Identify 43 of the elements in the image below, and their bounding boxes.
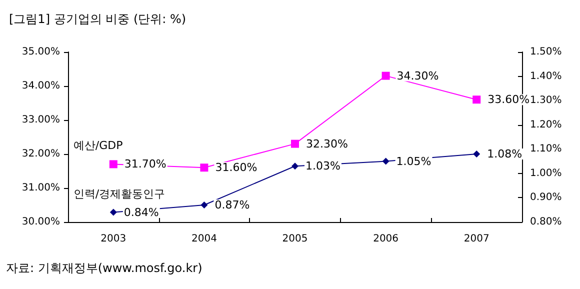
point: [473, 150, 480, 158]
data-label: 31.60%: [215, 161, 258, 174]
point: [109, 160, 118, 168]
text: 자료: 기획재정부(www.mosf.go.kr): [6, 261, 202, 275]
point: [472, 96, 481, 104]
point: [200, 164, 208, 172]
y2-tick-label: 1.00%: [530, 168, 562, 179]
point: [382, 72, 390, 80]
y-tick-label: 34.00%: [22, 80, 60, 92]
data-label: 31.70%: [124, 158, 166, 171]
x-tick-label: 2007: [464, 234, 490, 244]
x-tick-label: 2004: [191, 234, 217, 244]
x-tick-label: 2005: [282, 234, 308, 244]
data-label: 1.08%: [487, 148, 522, 160]
data-label: 1.03%: [306, 160, 340, 173]
point: [382, 158, 390, 165]
y-tick-label: 32.00%: [22, 148, 60, 160]
series-label: 예산/GDP: [73, 139, 124, 152]
y2-tick-label: 1.10%: [530, 144, 562, 155]
y2-tick-label: 1.20%: [530, 119, 562, 130]
chart-title: [그림1] 공기업의 비중 (단위: %): [9, 12, 186, 26]
y2-tick-label: 0.80%: [530, 216, 562, 228]
y2-tick-label: 0.90%: [530, 192, 562, 204]
data-label: 34.30%: [396, 69, 439, 82]
x-tick-label: 2003: [100, 234, 126, 244]
y2-tick-label: 1.40%: [530, 70, 562, 82]
data-label: 0.87%: [214, 198, 250, 212]
point: [110, 208, 117, 216]
y-tick-label: 30.00%: [22, 216, 60, 228]
data-label: 32.30%: [306, 137, 348, 150]
point: [292, 162, 298, 170]
data-label: 0.84%: [124, 206, 159, 219]
series-label: 인력/경제활동인구: [73, 187, 166, 200]
point: [200, 202, 208, 208]
y-tick-label: 35.00%: [22, 46, 60, 58]
y2-tick-label: 1.30%: [530, 95, 562, 106]
data-label: 1.05%: [396, 154, 432, 168]
y-tick-label: 33.00%: [22, 114, 60, 126]
y2-tick-label: 1.50%: [530, 46, 562, 58]
data-label: 33.60%: [488, 93, 530, 106]
point: [291, 140, 299, 148]
x-tick-label: 2006: [373, 234, 399, 244]
y-tick-label: 31.00%: [22, 182, 60, 194]
